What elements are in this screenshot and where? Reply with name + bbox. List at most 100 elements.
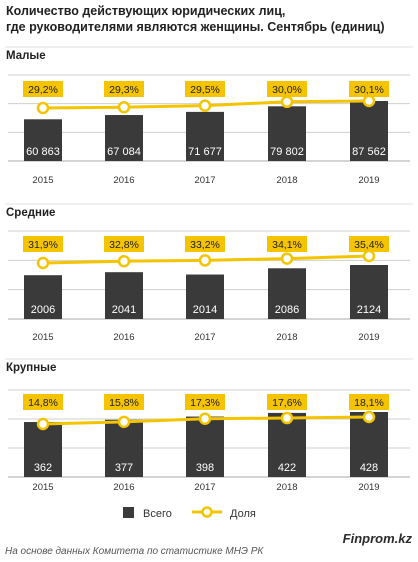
bar-value-label: 67 084 <box>107 146 141 158</box>
bar <box>105 115 143 161</box>
x-tick-label: 2018 <box>276 482 297 493</box>
x-tick-label: 2015 <box>32 175 53 186</box>
bar-value-label: 87 562 <box>352 146 386 158</box>
x-tick-label: 2017 <box>194 332 215 343</box>
legend-label-bars: Всего <box>143 508 172 520</box>
x-tick-label: 2017 <box>194 175 215 186</box>
share-point <box>280 252 294 265</box>
bar <box>350 265 388 319</box>
panel-title: Крупные <box>6 362 56 374</box>
share-value-label: 17,6% <box>272 397 302 409</box>
x-tick-label: 2015 <box>32 332 53 343</box>
share-value-label: 30,1% <box>354 84 384 96</box>
bar-value-label: 2014 <box>193 304 217 316</box>
share-label-box <box>23 236 63 252</box>
bar <box>186 111 224 161</box>
panel-title: Средние <box>6 207 55 219</box>
share-value-label: 35,4% <box>354 239 384 251</box>
x-tick-label: 2019 <box>358 332 379 343</box>
share-point <box>117 415 131 429</box>
share-point <box>36 256 50 270</box>
bar <box>186 416 224 477</box>
x-tick-label: 2016 <box>113 175 134 186</box>
bar <box>24 119 62 161</box>
bar <box>350 101 388 161</box>
share-label-box <box>104 81 144 97</box>
bar-value-label: 2041 <box>112 304 136 316</box>
legend-swatch-bars <box>123 507 134 518</box>
bar <box>186 274 224 319</box>
share-point <box>117 100 131 114</box>
share-point <box>280 95 294 109</box>
bar-value-label: 428 <box>360 462 378 474</box>
share-label-box <box>185 394 225 410</box>
bar-value-label: 362 <box>34 462 52 474</box>
share-point <box>117 254 131 268</box>
bar-value-label: 398 <box>196 462 214 474</box>
share-value-label: 29,3% <box>109 84 139 96</box>
share-value-label: 33,2% <box>190 239 220 251</box>
x-tick-label: 2019 <box>358 175 379 186</box>
bar-value-label: 2124 <box>357 304 381 316</box>
share-point <box>198 254 212 267</box>
bar <box>105 419 143 477</box>
share-label-box <box>185 81 225 97</box>
share-value-label: 30,0% <box>272 84 302 96</box>
legend-swatch-point <box>201 506 213 518</box>
x-tick-label: 2019 <box>358 482 379 493</box>
chart-title: Количество действующих юридических лиц, … <box>6 3 416 35</box>
bar-value-label: 71 677 <box>188 146 222 158</box>
share-value-label: 17,3% <box>190 397 220 409</box>
bar-value-label: 79 802 <box>270 146 304 158</box>
share-point <box>198 412 212 425</box>
x-tick-label: 2017 <box>194 482 215 493</box>
x-tick-label: 2016 <box>113 482 134 493</box>
bar-value-label: 60 863 <box>26 146 60 158</box>
share-label-box <box>185 236 225 252</box>
bar-value-label: 2006 <box>31 304 55 316</box>
share-point <box>362 249 376 263</box>
bar <box>268 106 306 161</box>
share-value-label: 15,8% <box>109 397 139 409</box>
share-point <box>36 417 50 431</box>
bar <box>105 272 143 319</box>
chart-title-line-2: где руководителями являются женщины. Сен… <box>6 20 385 34</box>
share-label-box <box>349 81 389 97</box>
share-label-box <box>104 236 144 252</box>
chart-title-line-1: Количество действующих юридических лиц, <box>6 4 286 18</box>
share-value-label: 32,8% <box>109 239 139 251</box>
share-label-box <box>267 236 307 252</box>
source-note: На основе данных Комитета по статистике … <box>5 546 264 557</box>
x-tick-label: 2015 <box>32 482 53 493</box>
bar-value-label: 422 <box>278 462 296 474</box>
share-point <box>36 101 50 115</box>
x-tick-label: 2018 <box>276 175 297 186</box>
bar <box>24 422 62 477</box>
share-point <box>198 99 212 112</box>
share-value-label: 29,5% <box>190 84 220 96</box>
share-point <box>362 410 376 424</box>
share-label-box <box>104 394 144 410</box>
share-label-box <box>23 394 63 410</box>
share-value-label: 31,9% <box>28 239 58 251</box>
bar <box>268 268 306 319</box>
bar-value-label: 2086 <box>275 304 299 316</box>
share-value-label: 29,2% <box>28 84 58 96</box>
bar-value-label: 377 <box>115 462 133 474</box>
share-value-label: 34,1% <box>272 239 302 251</box>
share-point <box>280 411 294 425</box>
share-value-label: 18,1% <box>354 397 384 409</box>
share-label-box <box>349 394 389 410</box>
brand-logo: Finprom.kz <box>342 531 412 546</box>
legend-label-line: Доля <box>230 508 256 520</box>
share-point <box>362 94 376 108</box>
share-value-label: 14,8% <box>28 397 58 409</box>
share-label-box <box>267 394 307 410</box>
share-label-box <box>349 236 389 252</box>
panel-title: Малые <box>6 50 46 62</box>
bar <box>24 275 62 319</box>
share-label-box <box>23 81 63 97</box>
share-label-box <box>267 81 307 97</box>
x-tick-label: 2016 <box>113 332 134 343</box>
